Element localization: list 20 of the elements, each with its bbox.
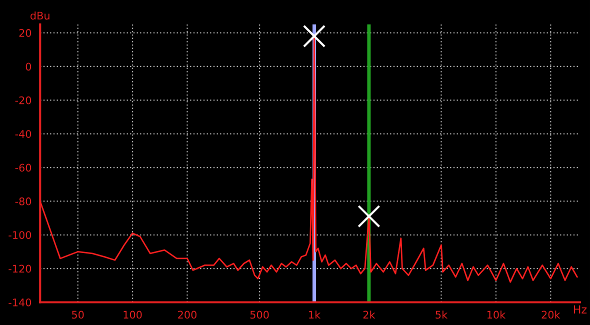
x-tick-label: 1k [309, 310, 321, 318]
y-tick-label: -100 [8, 231, 32, 239]
y-tick-label: -60 [15, 164, 32, 172]
y-tick-label: -20 [15, 96, 32, 104]
x-tick-label: 2k [363, 310, 376, 318]
y-tick-label: -40 [15, 130, 32, 138]
x-tick-label: 100 [124, 310, 142, 319]
x-tick-label: 500 [250, 310, 269, 319]
y-tick-label: 0 [26, 62, 32, 71]
x-tick-label: 5k [436, 310, 448, 319]
y-tick-label: 20 [19, 29, 32, 37]
y-tick-label: -120 [8, 264, 32, 273]
x-tick-label: 200 [178, 310, 196, 319]
y-tick-label: -80 [15, 197, 32, 206]
x-axis-title: Hz [574, 305, 587, 314]
y-axis-title: dBu [30, 12, 50, 20]
x-tick-label: 50 [72, 310, 84, 319]
y-tick-label: -140 [8, 298, 32, 306]
x-tick-label: 20k [542, 310, 560, 319]
x-tick-label: 10k [487, 310, 506, 319]
